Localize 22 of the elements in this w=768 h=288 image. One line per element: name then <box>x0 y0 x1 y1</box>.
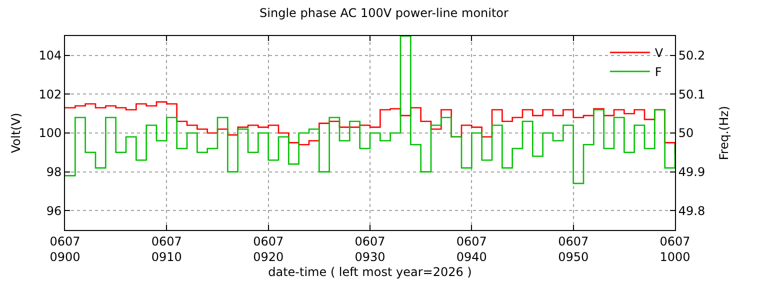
legend-label: V <box>654 46 664 60</box>
chart-title: Single phase AC 100V power-line monitor <box>260 6 509 20</box>
x-tick-label: 0607 0930 <box>354 234 386 264</box>
y2-axis-title: Freq.(Hz) <box>717 106 732 160</box>
x-tick-label: 0607 0940 <box>456 234 487 264</box>
y-tick-label: 100 <box>38 126 62 140</box>
x-tick-label: 0607 0910 <box>151 234 182 264</box>
y-tick-label: 104 <box>38 48 62 63</box>
y-tick-label: 96 <box>46 204 62 218</box>
legend-label: F <box>654 65 662 80</box>
y-axis-title: Volt(V) <box>8 112 23 154</box>
y2-tick-label: 50.2 <box>678 48 706 63</box>
y2-tick-label: 50 <box>678 126 694 140</box>
x-axis-title: date-time ( left most year=2026 ) <box>268 264 472 279</box>
y2-tick-label: 49.8 <box>678 204 706 218</box>
x-tick-label: 0607 0950 <box>558 234 589 264</box>
x-tick-label: 0607 1000 <box>660 234 690 264</box>
y2-tick-label: 50.1 <box>678 87 706 102</box>
y-tick-label: 98 <box>46 165 62 179</box>
y-tick-label: 102 <box>38 87 62 102</box>
y2-tick-label: 49.9 <box>678 165 706 179</box>
x-tick-label: 0607 0900 <box>50 234 80 264</box>
